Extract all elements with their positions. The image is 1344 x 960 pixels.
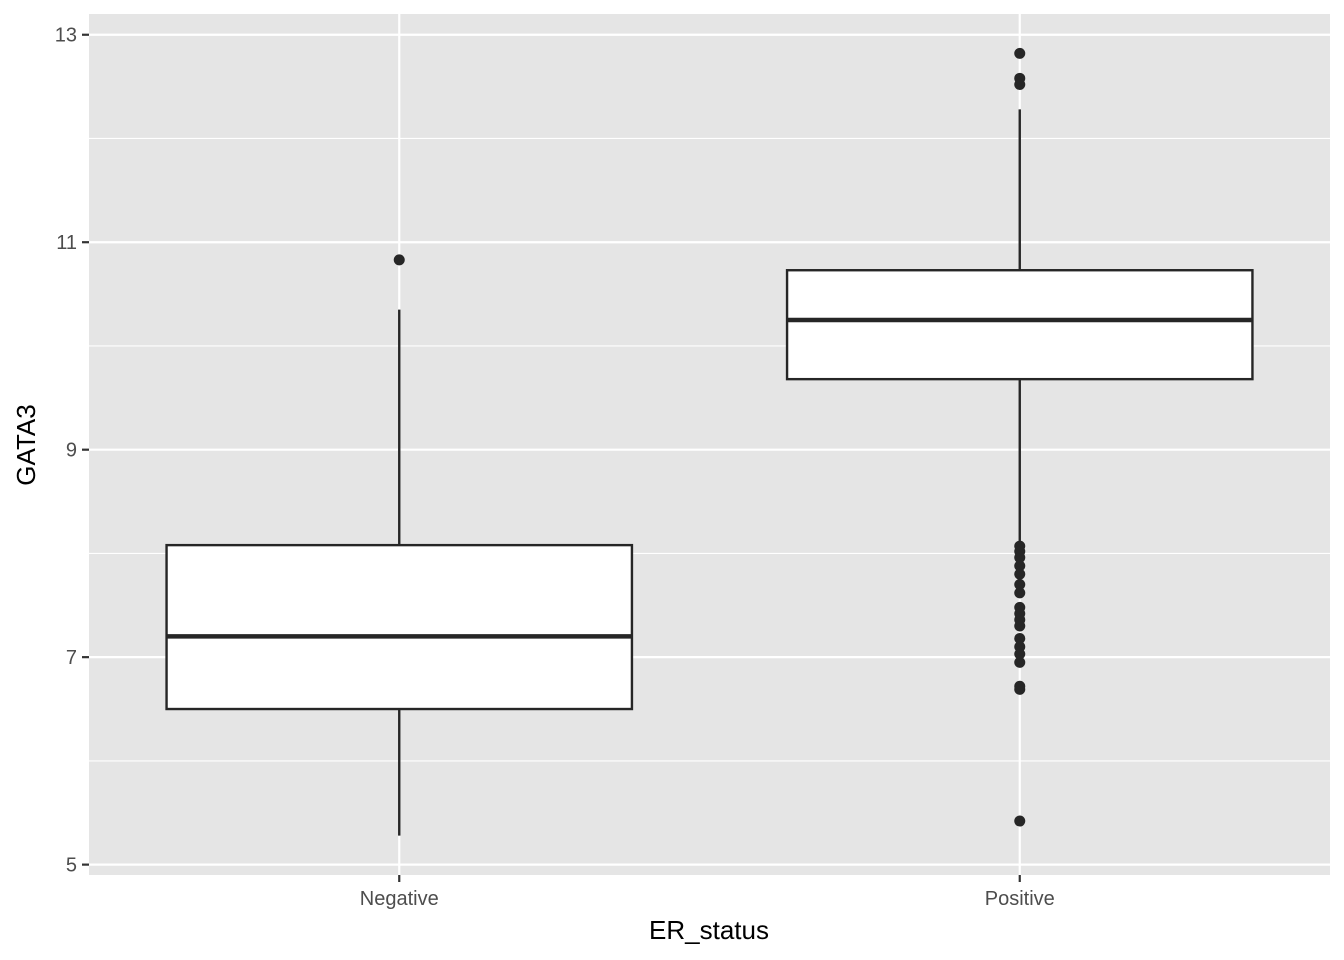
outlier-point <box>1014 552 1026 564</box>
outlier-point <box>1014 620 1026 632</box>
x-axis-title: ER_status <box>649 915 769 945</box>
outlier-point <box>1014 47 1026 59</box>
outlier-point <box>1014 579 1026 591</box>
x-axis: Negative Positive <box>360 875 1055 910</box>
box-negative <box>165 254 634 836</box>
y-tick-label: 5 <box>66 855 77 877</box>
outlier-point <box>1014 656 1026 668</box>
panel-background <box>89 14 1330 875</box>
x-tick-label: Negative <box>360 888 439 910</box>
outlier-point <box>393 254 405 266</box>
interquartile-box <box>785 269 1254 381</box>
outlier-point <box>1014 79 1026 91</box>
y-tick-label: 13 <box>55 25 77 47</box>
outlier-point <box>1014 587 1026 599</box>
outlier-point <box>1014 560 1026 572</box>
outlier-point <box>1014 648 1026 660</box>
outlier-point <box>1014 683 1026 695</box>
y-tick-label: 11 <box>56 232 77 254</box>
box-positive <box>785 47 1254 827</box>
boxes <box>165 47 1254 836</box>
outlier-point <box>1014 568 1026 580</box>
outlier-point <box>1014 815 1026 827</box>
x-tick-label: Positive <box>985 888 1055 910</box>
y-axis-title: GATA3 <box>11 404 41 485</box>
y-tick-label: 7 <box>66 647 77 669</box>
outlier-point <box>1014 632 1026 644</box>
y-tick-label: 9 <box>66 440 77 462</box>
interquartile-box <box>165 543 634 711</box>
y-axis: 5 7 9 11 13 <box>55 25 89 877</box>
